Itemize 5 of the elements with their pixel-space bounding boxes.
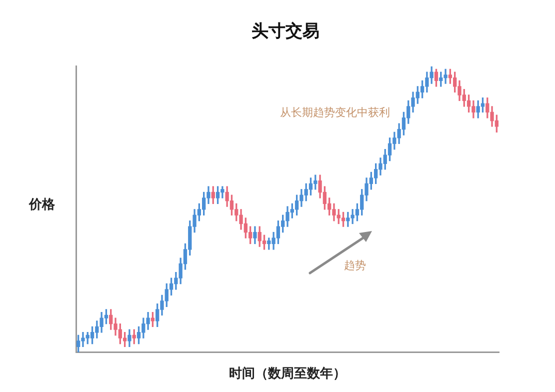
x-axis-title: 时间（数周至数年） bbox=[229, 366, 346, 382]
chart-title: 头寸交易 bbox=[252, 22, 320, 42]
y-axis-title: 价格 bbox=[28, 197, 56, 212]
annotation: 趋势 bbox=[344, 258, 366, 272]
annotation: 从长期趋势变化中获利 bbox=[280, 106, 390, 119]
